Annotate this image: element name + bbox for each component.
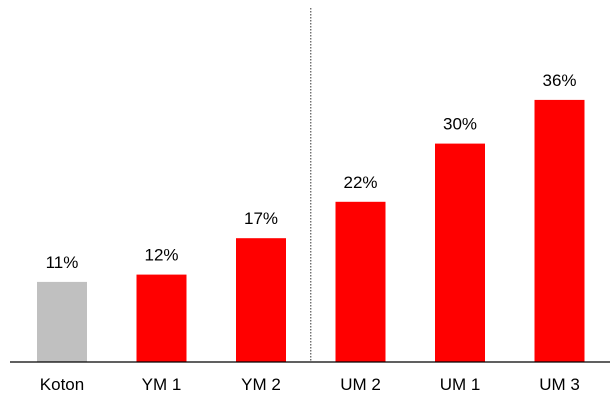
value-label-um-2: 22% (343, 173, 377, 192)
bar-ym-1 (136, 274, 187, 362)
value-labels-layer: 11% 12% 17% 22% 30% 36% (46, 71, 577, 272)
x-tick-label-um-3: UM 3 (539, 375, 580, 394)
value-label-um-1: 30% (443, 115, 477, 134)
bar-um-2 (335, 201, 386, 362)
x-tick-label-um-2: UM 2 (340, 375, 381, 394)
value-label-ym-1: 12% (144, 246, 178, 265)
x-tick-label-koton: Koton (40, 375, 84, 394)
value-label-ym-2: 17% (244, 209, 278, 228)
bar-um-1 (435, 143, 485, 362)
x-tick-label-um-1: UM 1 (440, 375, 481, 394)
value-label-um-3: 36% (542, 71, 576, 90)
bar-ym-2 (236, 238, 286, 362)
x-tick-label-ym-1: YM 1 (142, 375, 182, 394)
bars-layer (37, 99, 585, 363)
x-tick-labels-layer: Koton YM 1 YM 2 UM 2 UM 1 UM 3 (40, 375, 580, 394)
bar-koton (37, 281, 87, 362)
value-label-koton: 11% (46, 253, 79, 272)
x-tick-label-ym-2: YM 2 (241, 375, 281, 394)
bar-um-3 (534, 99, 585, 363)
